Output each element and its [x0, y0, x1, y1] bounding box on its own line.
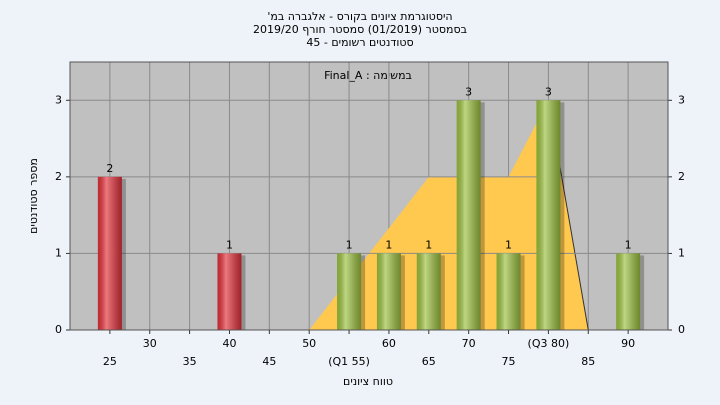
data-label: 1 — [625, 238, 632, 251]
data-label: 1 — [346, 238, 353, 251]
data-label: 2 — [106, 162, 113, 175]
bar-shade — [217, 253, 242, 330]
bar-shade — [337, 253, 362, 330]
x-tick-label: 30 — [143, 337, 157, 350]
x-tick-label: 75 — [502, 355, 516, 368]
x-tick-label: 50 — [302, 337, 316, 350]
chart-subtitle: סטודנטים רשומים - 45 — [306, 36, 413, 49]
bar-shade — [456, 100, 481, 331]
x-tick-label: 35 — [183, 355, 197, 368]
data-label: 3 — [465, 85, 472, 98]
x-tick-label: 25 — [103, 355, 117, 368]
x-tick-label: (Q3 80) — [528, 337, 570, 350]
data-label: 1 — [385, 238, 392, 251]
data-label: 1 — [505, 238, 512, 251]
x-tick-label: 40 — [222, 337, 236, 350]
data-label: 1 — [226, 238, 233, 251]
chart-subtitle: בסמסטר (01/2019) סמסטר חורף 2019/20 — [253, 23, 467, 36]
chart-title: היסטוגרמת ציונים בקורס - אלגברה במ' — [267, 10, 452, 23]
annotation: במשימה : Final_A — [324, 69, 412, 82]
bar-shade — [376, 253, 401, 330]
bar-shade — [416, 253, 441, 330]
data-label: 3 — [545, 85, 552, 98]
bar-shade — [536, 100, 561, 331]
y2-tick-label: 0 — [678, 323, 685, 336]
x-tick-label: 60 — [382, 337, 396, 350]
plot-border — [69, 61, 669, 331]
y-axis-label: מספר סטודנטים — [27, 158, 40, 234]
y2-tick-label: 1 — [678, 246, 685, 259]
y2-tick-label: 2 — [678, 170, 685, 183]
y2-tick-label: 3 — [678, 93, 685, 106]
x-tick-label: 70 — [462, 337, 476, 350]
y-tick-label: 1 — [55, 246, 62, 259]
data-label: 1 — [425, 238, 432, 251]
bar-shade — [496, 253, 521, 330]
x-tick-label: 85 — [581, 355, 595, 368]
x-tick-label: 45 — [262, 355, 276, 368]
y-tick-label: 2 — [55, 170, 62, 183]
bar-shade — [616, 253, 641, 330]
y-tick-label: 3 — [55, 93, 62, 106]
bar-shade — [97, 176, 122, 330]
x-tick-label: 90 — [621, 337, 635, 350]
x-tick-label: (Q1 55) — [328, 355, 370, 368]
x-axis-label: טווח ציונים — [343, 375, 393, 388]
x-tick-label: 65 — [422, 355, 436, 368]
y-tick-label: 0 — [55, 323, 62, 336]
